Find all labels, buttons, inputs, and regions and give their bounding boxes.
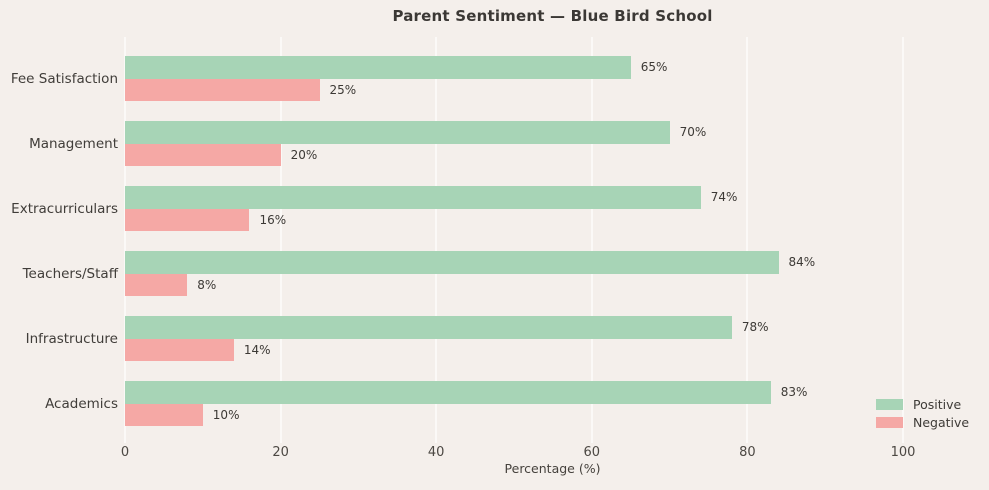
bar-group: 78% 14% bbox=[125, 315, 980, 361]
negative-value-label: 8% bbox=[197, 277, 217, 292]
plot-area: 65% 25% 70% 20% 74% 16% 84% 8% 78% 14% 83% 10% bbox=[124, 37, 980, 443]
positive-value-label: 65% bbox=[640, 59, 668, 74]
positive-value-label: 70% bbox=[679, 124, 707, 139]
positive-bar bbox=[125, 120, 670, 144]
negative-bar bbox=[125, 338, 234, 361]
legend-label: Positive bbox=[913, 396, 962, 412]
bar-group: 74% 16% bbox=[125, 185, 980, 231]
bar-group: 70% 20% bbox=[125, 120, 980, 166]
positive-value-label: 83% bbox=[780, 384, 808, 399]
gridline bbox=[590, 37, 593, 443]
negative-bar bbox=[125, 208, 250, 231]
gridline bbox=[279, 37, 282, 443]
category-label: Teachers/Staff bbox=[22, 265, 118, 282]
x-tick-label: 100 bbox=[890, 445, 916, 460]
negative-bar bbox=[125, 78, 320, 101]
positive-value-label: 84% bbox=[788, 254, 816, 269]
chart-title: Parent Sentiment — Blue Bird School bbox=[392, 7, 713, 25]
negative-bar bbox=[125, 403, 203, 426]
x-tick-label: 40 bbox=[427, 445, 445, 460]
negative-value-label: 25% bbox=[329, 82, 357, 97]
legend-row: Negative bbox=[876, 413, 969, 431]
legend: Positive Negative bbox=[876, 395, 969, 431]
legend-row: Positive bbox=[876, 395, 969, 413]
bar-group: 84% 8% bbox=[125, 250, 980, 296]
x-tick-label: 20 bbox=[272, 445, 289, 460]
legend-swatch-negative bbox=[876, 416, 903, 428]
gridline bbox=[435, 37, 438, 443]
positive-bar bbox=[125, 55, 631, 79]
negative-value-label: 14% bbox=[243, 342, 271, 357]
negative-value-label: 20% bbox=[290, 147, 318, 162]
x-axis-label: Percentage (%) bbox=[504, 461, 601, 476]
category-label: Management bbox=[29, 135, 118, 152]
x-tick-label: 0 bbox=[120, 445, 130, 460]
negative-bar bbox=[125, 143, 281, 166]
legend-label: Negative bbox=[913, 414, 970, 430]
category-label: Fee Satisfaction bbox=[10, 70, 118, 87]
legend-swatch-positive bbox=[876, 398, 903, 410]
category-label: Academics bbox=[45, 395, 118, 412]
positive-bar bbox=[125, 250, 779, 274]
y-axis-labels: Fee Satisfaction Management Extracurricula… bbox=[0, 37, 118, 443]
category-label: Extracurriculars bbox=[11, 200, 118, 217]
positive-bar bbox=[125, 380, 771, 404]
x-tick-label: 60 bbox=[583, 445, 601, 460]
negative-value-label: 10% bbox=[212, 407, 240, 422]
gridline bbox=[746, 37, 749, 443]
negative-bar bbox=[125, 273, 188, 296]
positive-bar bbox=[125, 315, 732, 339]
positive-value-label: 74% bbox=[710, 189, 738, 204]
negative-value-label: 16% bbox=[259, 212, 287, 227]
category-label: Infrastructure bbox=[25, 330, 118, 347]
x-tick-label: 80 bbox=[739, 445, 756, 460]
positive-value-label: 78% bbox=[741, 319, 769, 334]
positive-bar bbox=[125, 185, 701, 209]
gridline bbox=[902, 37, 904, 443]
bar-group: 83% 10% bbox=[125, 380, 980, 426]
bar-group: 65% 25% bbox=[125, 55, 980, 101]
x-axis-ticks: 0 20 40 60 80 100 bbox=[121, 445, 980, 461]
gridline bbox=[124, 37, 126, 443]
